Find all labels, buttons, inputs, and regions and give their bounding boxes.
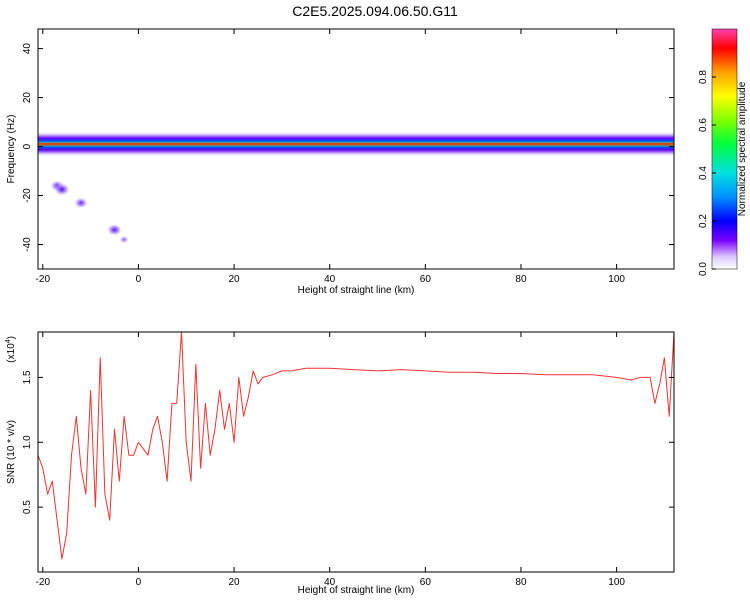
heatmap-trace-point	[119, 235, 130, 244]
spectrogram-frame	[37, 28, 675, 270]
y-tick-label: 1.0	[22, 435, 33, 449]
heatmap-trace-point	[74, 197, 89, 209]
heatmap-trace-point	[53, 183, 70, 196]
chart-title: C2E5.2025.094.06.50.G11	[292, 3, 458, 19]
colorbar-tick-label: 0.2	[698, 214, 709, 228]
snr-plot-area	[38, 332, 674, 572]
spectrogram-panel: -20 0 20 40 60 80 100 40 20 0 -20 -40 Height of st…	[6, 28, 675, 296]
colorbar-ticks: 0.0 0.2 0.4 0.6 0.8	[698, 70, 716, 276]
colorbar: 0.0 0.2 0.4 0.6 0.8 Normalized spectral ampl…	[698, 28, 748, 276]
y-tick-label: 1.5	[22, 370, 33, 384]
snr-x-ticks: -20 0 20 40 60 80 100	[36, 332, 625, 588]
snr-y-axis-label: SNR (10 * v/v)	[6, 420, 17, 484]
colorbar-tick-label: 0.8	[698, 70, 709, 84]
x-tick-label: 100	[608, 577, 625, 588]
snr-y-ticks: 0.5 1.0 1.5	[22, 370, 674, 514]
colorbar-tick-label: 0.4	[698, 166, 709, 180]
snr-x-axis-label: Height of straight line (km)	[298, 585, 415, 596]
x-tick-label: 0	[136, 274, 142, 285]
x-tick-label: 40	[324, 577, 336, 588]
x-tick-label: 0	[136, 577, 142, 588]
y-tick-label: -20	[22, 188, 33, 203]
colorbar-gradient	[711, 28, 738, 270]
y-tick-label: 40	[22, 43, 33, 55]
snr-exponent-prefix: (x10	[6, 343, 17, 363]
heatmap-band-core	[38, 142, 674, 146]
colorbar-tick-label: 0.0	[698, 262, 709, 276]
x-tick-label: 40	[324, 274, 336, 285]
x-tick-label: 100	[608, 274, 625, 285]
x-tick-label: 20	[228, 577, 240, 588]
x-tick-label: 20	[228, 274, 240, 285]
snr-exponent-close: )	[6, 336, 17, 339]
heatmap-trace-point	[106, 223, 123, 236]
x-tick-label: 80	[515, 274, 527, 285]
snr-panel: -20 0 20 40 60 80 100 0.5 1.0 1.5 Height of stra…	[5, 331, 675, 596]
x-tick-label: 80	[515, 577, 527, 588]
x-tick-label: 60	[420, 274, 432, 285]
snr-exponent-power: 4	[5, 339, 12, 343]
spectrogram-y-ticks: 40 20 0 -20 -40	[22, 43, 674, 252]
colorbar-label: Normalized spectral amplitude	[737, 81, 748, 216]
x-tick-label: -20	[36, 274, 51, 285]
snr-frame	[37, 331, 675, 573]
svg-text:(x104): (x104)	[5, 336, 17, 363]
y-tick-label: 0	[22, 143, 33, 149]
x-tick-label: -20	[36, 577, 51, 588]
x-tick-label: 60	[420, 577, 432, 588]
y-tick-label: -40	[22, 237, 33, 252]
y-tick-label: 0.5	[22, 500, 33, 514]
colorbar-tick-label: 0.6	[698, 118, 709, 132]
spectrogram-y-axis-label: Frequency (Hz)	[6, 115, 17, 184]
spectrogram-x-ticks: -20 0 20 40 60 80 100	[36, 29, 625, 285]
spectrogram-heatmap	[38, 131, 674, 244]
y-tick-label: 20	[22, 92, 33, 104]
spectrogram-x-axis-label: Height of straight line (km)	[298, 285, 415, 296]
snr-y-exponent: (x104)	[5, 336, 17, 363]
snr-series-line	[38, 332, 674, 560]
